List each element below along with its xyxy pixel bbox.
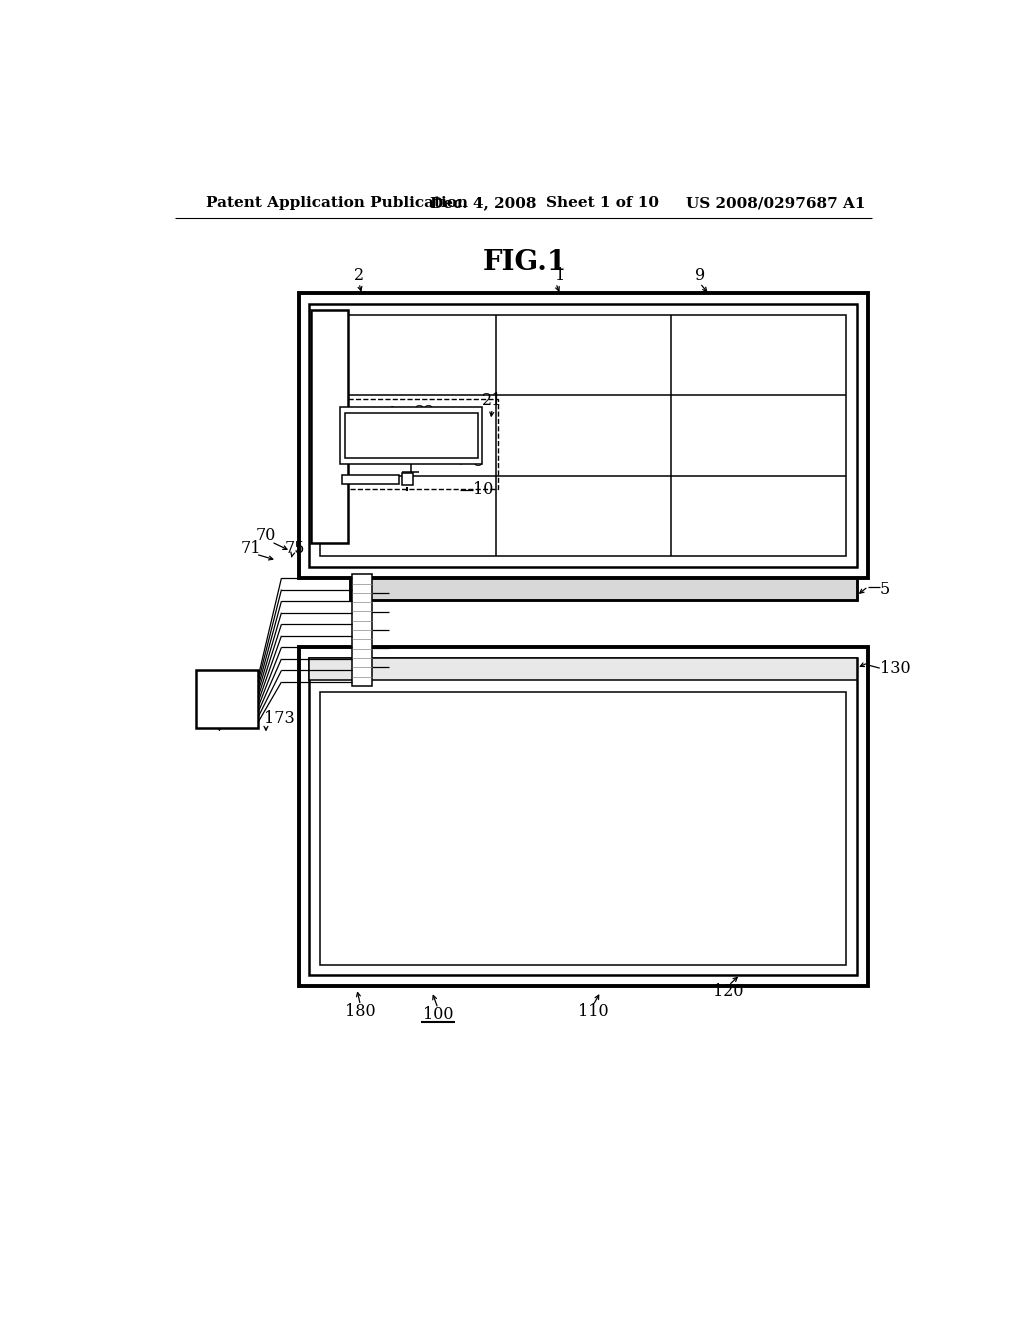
- Bar: [311, 310, 348, 543]
- Text: Dec. 4, 2008: Dec. 4, 2008: [430, 197, 537, 210]
- Bar: [299, 647, 868, 986]
- Text: FIG.1: FIG.1: [482, 249, 567, 276]
- Bar: [327, 399, 498, 488]
- Text: 180: 180: [345, 1003, 376, 1020]
- Text: 1: 1: [555, 267, 565, 284]
- Text: Patent Application Publication: Patent Application Publication: [206, 197, 468, 210]
- Text: 70: 70: [256, 527, 276, 544]
- Text: 10: 10: [473, 480, 494, 498]
- Bar: [342, 475, 398, 484]
- Bar: [309, 659, 857, 680]
- Bar: [197, 671, 258, 729]
- Bar: [350, 578, 857, 599]
- Bar: [299, 293, 868, 578]
- Text: 80: 80: [211, 710, 231, 727]
- Text: 173: 173: [263, 710, 294, 727]
- Bar: [309, 659, 857, 975]
- Bar: [321, 692, 847, 965]
- Text: 71: 71: [241, 540, 261, 557]
- Text: US 2008/0297687 A1: US 2008/0297687 A1: [686, 197, 865, 210]
- Text: 100: 100: [423, 1006, 454, 1023]
- Text: 120: 120: [714, 983, 743, 1001]
- Text: 75: 75: [285, 540, 305, 557]
- Text: 12: 12: [398, 421, 419, 438]
- Text: 9: 9: [695, 267, 706, 284]
- Bar: [321, 314, 847, 557]
- Text: 8: 8: [473, 453, 483, 470]
- Text: 21: 21: [482, 392, 503, 409]
- Bar: [309, 304, 857, 568]
- Text: 2: 2: [354, 267, 364, 284]
- Text: 5: 5: [880, 581, 890, 598]
- Bar: [401, 473, 413, 486]
- Text: Sheet 1 of 10: Sheet 1 of 10: [547, 197, 659, 210]
- Bar: [350, 578, 857, 599]
- Bar: [345, 413, 478, 458]
- Bar: [340, 407, 482, 465]
- Text: 130: 130: [880, 660, 910, 677]
- Bar: [352, 574, 372, 686]
- Text: 22: 22: [415, 404, 435, 421]
- Text: 110: 110: [578, 1003, 608, 1020]
